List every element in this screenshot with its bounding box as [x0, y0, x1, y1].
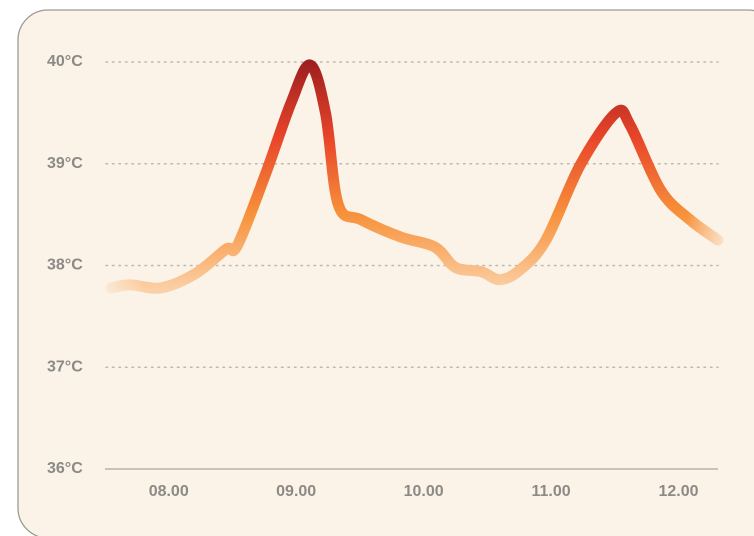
- y-tick-label: 36°C: [47, 460, 83, 477]
- x-tick-label: 12.00: [658, 483, 698, 500]
- y-tick-label: 40°C: [47, 53, 83, 70]
- x-tick-label: 08.00: [149, 483, 189, 500]
- x-tick-label: 10.00: [404, 483, 444, 500]
- y-tick-label: 39°C: [47, 155, 83, 172]
- x-tick-label: 11.00: [531, 483, 570, 500]
- card: [17, 9, 754, 536]
- x-tick-label: 09.00: [276, 483, 316, 500]
- y-tick-label: 37°C: [47, 358, 83, 375]
- y-tick-label: 38°C: [47, 257, 83, 274]
- temperature-line: [105, 59, 724, 294]
